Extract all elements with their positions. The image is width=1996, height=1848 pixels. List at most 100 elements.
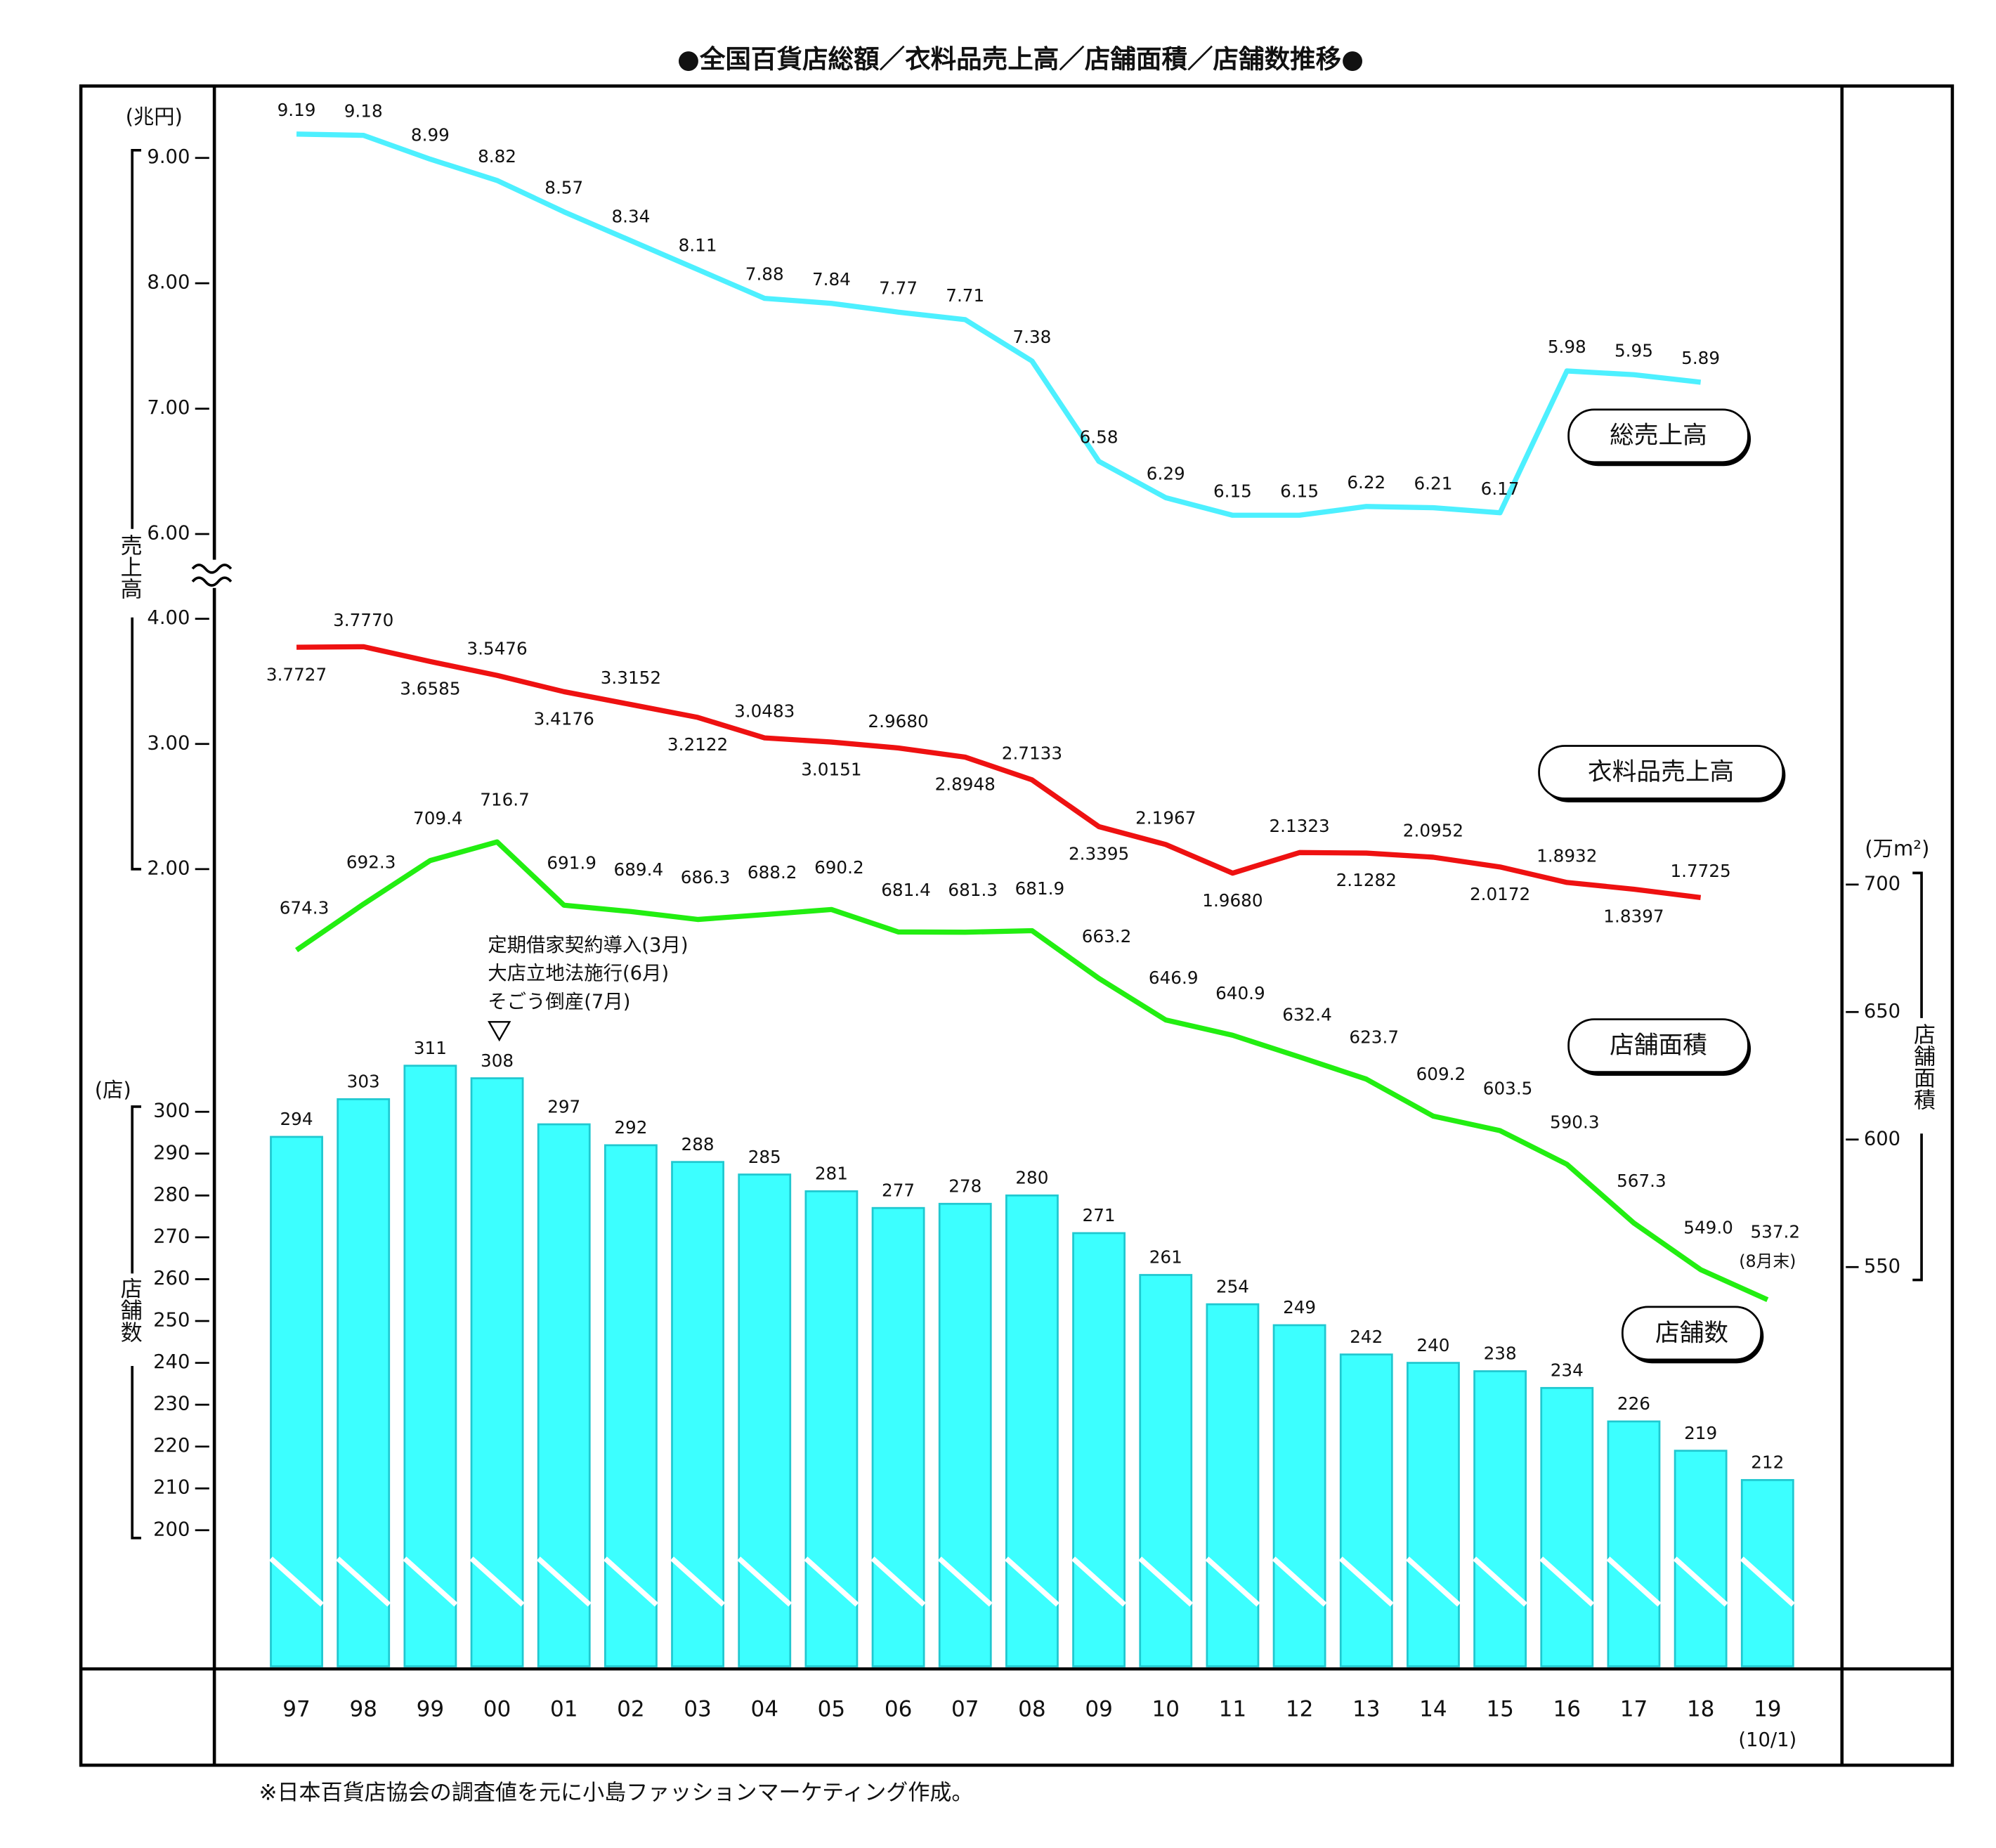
legend-pill bbox=[1621, 1306, 1763, 1361]
y-tick-label: 240 bbox=[153, 1351, 190, 1373]
store-bracket bbox=[131, 1105, 141, 1540]
data-label: 686.3 bbox=[681, 867, 731, 887]
bar-break bbox=[1473, 1556, 1528, 1607]
bar-break bbox=[1740, 1556, 1795, 1607]
data-label: 6.15 bbox=[1280, 481, 1319, 501]
y-tick-label: 290 bbox=[153, 1142, 190, 1164]
data-label: 9.19 bbox=[278, 100, 316, 120]
data-label: 292 bbox=[614, 1117, 647, 1138]
data-label: 1.7725 bbox=[1670, 861, 1730, 881]
bar bbox=[1473, 1370, 1527, 1667]
bar-break bbox=[737, 1556, 792, 1607]
bar-break bbox=[536, 1556, 592, 1607]
data-label: 632.4 bbox=[1282, 1005, 1332, 1025]
data-label: 6.58 bbox=[1080, 427, 1118, 448]
data-label: 2.0172 bbox=[1470, 884, 1530, 904]
y-tick-label: 9.00 bbox=[147, 146, 190, 168]
y2-tick-label: 600 bbox=[1864, 1128, 1900, 1150]
break-mark bbox=[191, 564, 233, 587]
y-tick-label: 200 bbox=[153, 1518, 190, 1540]
data-label: 226 bbox=[1617, 1393, 1650, 1414]
x-tick-label: 05 bbox=[818, 1697, 846, 1722]
bar bbox=[337, 1098, 391, 1667]
y-tick-label: 260 bbox=[153, 1268, 190, 1289]
data-label: 688.2 bbox=[748, 862, 797, 883]
line bbox=[296, 131, 1702, 518]
data-label: 681.4 bbox=[881, 880, 931, 900]
data-label: 663.2 bbox=[1082, 926, 1132, 946]
annotation: 定期借家契約導入(3月) bbox=[488, 935, 688, 956]
data-label: 277 bbox=[882, 1180, 915, 1200]
bar bbox=[403, 1065, 457, 1667]
y-tick-label: 210 bbox=[153, 1477, 190, 1499]
bar-break bbox=[1338, 1556, 1394, 1607]
bar bbox=[1407, 1362, 1460, 1667]
data-label: 709.4 bbox=[413, 808, 463, 828]
data-label: 690.2 bbox=[814, 857, 864, 878]
data-label: 5.89 bbox=[1681, 348, 1720, 368]
data-label: 549.0 bbox=[1683, 1217, 1733, 1237]
bar bbox=[1674, 1450, 1728, 1667]
y2-tick-label: 550 bbox=[1864, 1256, 1900, 1277]
data-label: 716.7 bbox=[480, 790, 530, 810]
bar bbox=[671, 1161, 724, 1667]
data-label: 5.95 bbox=[1615, 340, 1653, 360]
y2-unit: (万m²) bbox=[1865, 836, 1929, 860]
legend-label: 総売上高 bbox=[1610, 422, 1707, 450]
area-bracket bbox=[1912, 871, 1923, 1282]
bar-break bbox=[403, 1556, 458, 1607]
x-tick-label: 18 bbox=[1687, 1697, 1715, 1722]
bar bbox=[1339, 1353, 1393, 1667]
bar-break bbox=[870, 1556, 926, 1607]
y2-tick-label: 650 bbox=[1864, 1001, 1900, 1022]
y3-label: 店舗数 bbox=[117, 1277, 143, 1343]
data-label: 9.18 bbox=[344, 101, 383, 122]
y-tick-label: 7.00 bbox=[147, 397, 190, 419]
data-label: 8.11 bbox=[679, 235, 717, 256]
footnote: ※日本百貨店協会の調査値を元に小島ファッションマーケティング作成。 bbox=[259, 1780, 973, 1805]
bar-break bbox=[1673, 1556, 1728, 1607]
data-label: 2.8948 bbox=[935, 774, 996, 795]
data-label: 8.57 bbox=[544, 178, 583, 198]
x-tick-label: 15 bbox=[1486, 1697, 1514, 1722]
annotation-arrow bbox=[488, 1021, 511, 1042]
bar bbox=[1005, 1194, 1059, 1667]
x-tick-label: 03 bbox=[684, 1697, 712, 1722]
data-label: 6.15 bbox=[1213, 481, 1252, 501]
bar-break bbox=[1138, 1556, 1194, 1607]
bar-break bbox=[1539, 1556, 1595, 1607]
y3-unit: (店) bbox=[95, 1078, 131, 1102]
x-tick-label: 04 bbox=[750, 1697, 778, 1722]
annotation: そごう倒産(7月) bbox=[488, 991, 630, 1013]
data-label: 7.88 bbox=[745, 264, 784, 285]
bar-break bbox=[1205, 1556, 1260, 1607]
y-tick-label: 230 bbox=[153, 1393, 190, 1415]
bar bbox=[270, 1136, 323, 1667]
chart-title: ●全国百貨店総額／衣料品売上高／店舗面積／店舗数推移● bbox=[677, 44, 1364, 74]
data-label: 7.38 bbox=[1012, 327, 1051, 347]
data-label: 2.1323 bbox=[1269, 816, 1329, 836]
legend-label: 店舗数 bbox=[1655, 1319, 1728, 1347]
bar-break bbox=[336, 1556, 391, 1607]
data-label: 288 bbox=[681, 1134, 715, 1154]
bar bbox=[470, 1077, 524, 1667]
data-label: 3.0151 bbox=[801, 759, 861, 779]
y-label: 売上高 bbox=[117, 534, 142, 599]
sales-bracket bbox=[131, 148, 141, 871]
data-label: 6.29 bbox=[1147, 463, 1185, 483]
data-label: 7.71 bbox=[946, 285, 984, 306]
data-label: 242 bbox=[1350, 1327, 1383, 1347]
x-tick-label: 17 bbox=[1620, 1697, 1648, 1722]
bar bbox=[938, 1202, 992, 1667]
data-label: 603.5 bbox=[1483, 1079, 1533, 1099]
x-tick-label: 98 bbox=[349, 1697, 377, 1722]
bar-break bbox=[1272, 1556, 1327, 1607]
x-tick-label: 06 bbox=[885, 1697, 913, 1722]
data-label: 285 bbox=[748, 1147, 781, 1167]
bar bbox=[1206, 1303, 1260, 1667]
data-label: 297 bbox=[547, 1096, 580, 1117]
x-tick-label: 99 bbox=[417, 1697, 445, 1722]
line bbox=[296, 644, 1702, 901]
data-label: 249 bbox=[1283, 1297, 1316, 1317]
